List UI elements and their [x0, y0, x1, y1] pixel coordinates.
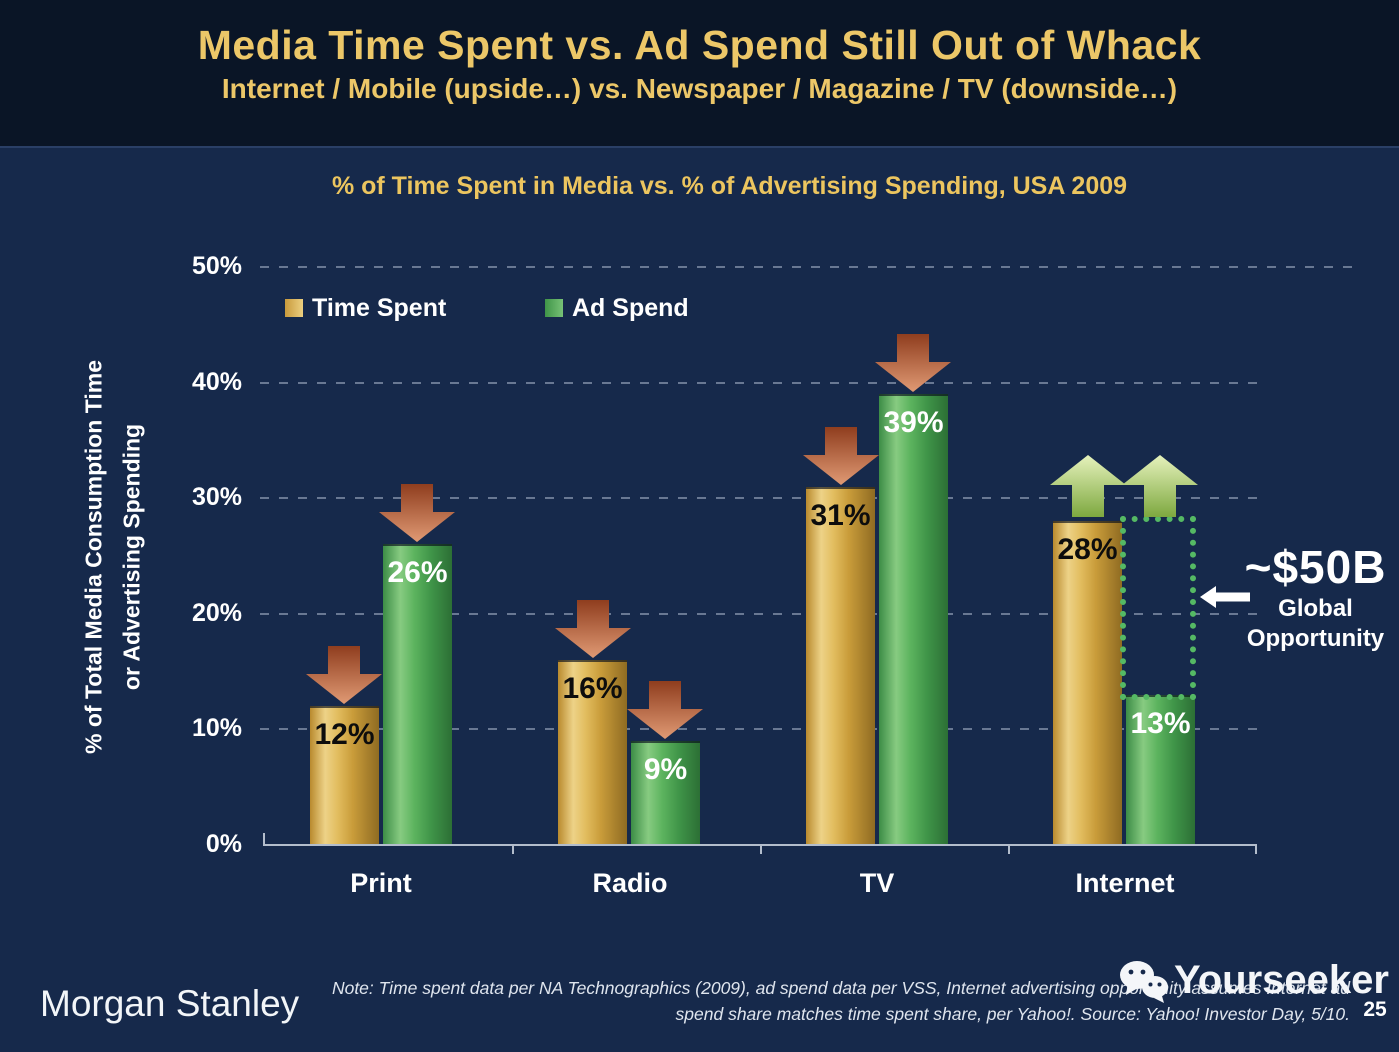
chart-title: % of Time Spent in Media vs. % of Advert… — [331, 172, 1128, 200]
opportunity-value: ~$50B — [1244, 541, 1387, 593]
y-tick-20: 20% — [191, 599, 242, 627]
legend-swatch-time-spent — [285, 299, 303, 317]
bar-label-tv-time-spent: 31% — [810, 499, 871, 532]
gridline-10 — [260, 728, 1257, 730]
bar-print-ad-spend: 26% — [383, 544, 452, 845]
bar-label-radio-ad-spend: 9% — [643, 753, 688, 786]
bar-label-internet-time-spent: 28% — [1057, 533, 1118, 566]
left-arrow-icon — [1200, 586, 1250, 608]
legend-label-time-spent: Time Spent — [312, 294, 447, 322]
x-axis-tick — [1008, 844, 1010, 854]
source-note-line2: spend share matches time spent share, pe… — [675, 1004, 1350, 1024]
down-arrow-icon — [875, 334, 951, 392]
legend-swatch-ad-spend — [545, 299, 563, 317]
bar-label-tv-ad-spend: 39% — [883, 406, 944, 439]
slide-title: Media Time Spent vs. Ad Spend Still Out … — [197, 22, 1202, 68]
down-arrow-icon — [379, 484, 455, 542]
watermark-text: Yourseeker — [1174, 958, 1389, 1002]
page-number: 25 — [1363, 998, 1387, 1021]
bar-tv-ad-spend: 39% — [879, 394, 948, 845]
wechat-icon — [1120, 960, 1168, 1003]
opportunity-annotation: ~$50B Global Opportunity — [1208, 540, 1399, 654]
bar-internet-time-spent: 28% — [1053, 521, 1122, 845]
legend-label-ad-spend: Ad Spend — [572, 294, 689, 322]
x-axis-tick — [512, 844, 514, 854]
morgan-stanley-logo: Morgan Stanley — [40, 983, 300, 1024]
source-note-line1: Note: Time spent data per NA Technograph… — [331, 978, 1350, 998]
y-tick-30: 30% — [191, 483, 242, 511]
y-axis-title: % of Total Media Consumption Time or Adv… — [75, 275, 155, 840]
gridline-20 — [260, 613, 1257, 615]
y-tick-50: 50% — [191, 252, 242, 280]
gridline-30 — [260, 497, 1257, 499]
bar-label-radio-time-spent: 16% — [562, 672, 623, 705]
gridline-50 — [260, 266, 1355, 268]
x-axis-left-stub — [263, 833, 265, 845]
x-axis-tick — [760, 844, 762, 854]
bar-radio-ad-spend: 9% — [631, 741, 700, 845]
bar-label-internet-ad-spend: 13% — [1130, 707, 1191, 740]
bar-print-time-spent: 12% — [310, 706, 379, 845]
y-tick-40: 40% — [191, 368, 242, 396]
bar-label-print-time-spent: 12% — [314, 718, 375, 751]
up-arrow-icon — [1050, 455, 1126, 517]
y-tick-0: 0% — [205, 830, 242, 858]
category-label-radio: Radio — [592, 868, 668, 898]
bar-radio-time-spent: 16% — [558, 660, 627, 845]
up-arrow-icon — [1122, 455, 1198, 517]
opportunity-label-line2: Opportunity — [1246, 625, 1385, 652]
x-axis-tick — [1255, 844, 1257, 854]
header: Media Time Spent vs. Ad Spend Still Out … — [0, 0, 1399, 148]
down-arrow-icon — [555, 600, 631, 658]
category-label-print: Print — [350, 868, 412, 898]
opportunity-label-line1: Global — [1278, 595, 1353, 622]
bar-label-print-ad-spend: 26% — [387, 556, 448, 589]
down-arrow-icon — [306, 646, 382, 704]
watermark: Yourseeker — [1118, 958, 1389, 1003]
y-axis-title-line1: % of Total Media Consumption Time — [80, 360, 107, 754]
category-label-tv: TV — [859, 868, 895, 898]
down-arrow-icon — [627, 681, 703, 739]
category-label-internet: Internet — [1075, 868, 1175, 898]
y-tick-10: 10% — [191, 714, 242, 742]
gridline-40 — [260, 382, 1257, 384]
source-note: Note: Time spent data per NA Technograph… — [300, 975, 1350, 1027]
slide-subtitle: Internet / Mobile (upside…) vs. Newspape… — [221, 73, 1178, 104]
y-axis-title-line2: or Advertising Spending — [118, 423, 145, 691]
opportunity-gap-box — [1120, 516, 1196, 700]
bar-internet-ad-spend: 13% — [1126, 695, 1195, 845]
bar-tv-time-spent: 31% — [806, 487, 875, 845]
down-arrow-icon — [803, 427, 879, 485]
